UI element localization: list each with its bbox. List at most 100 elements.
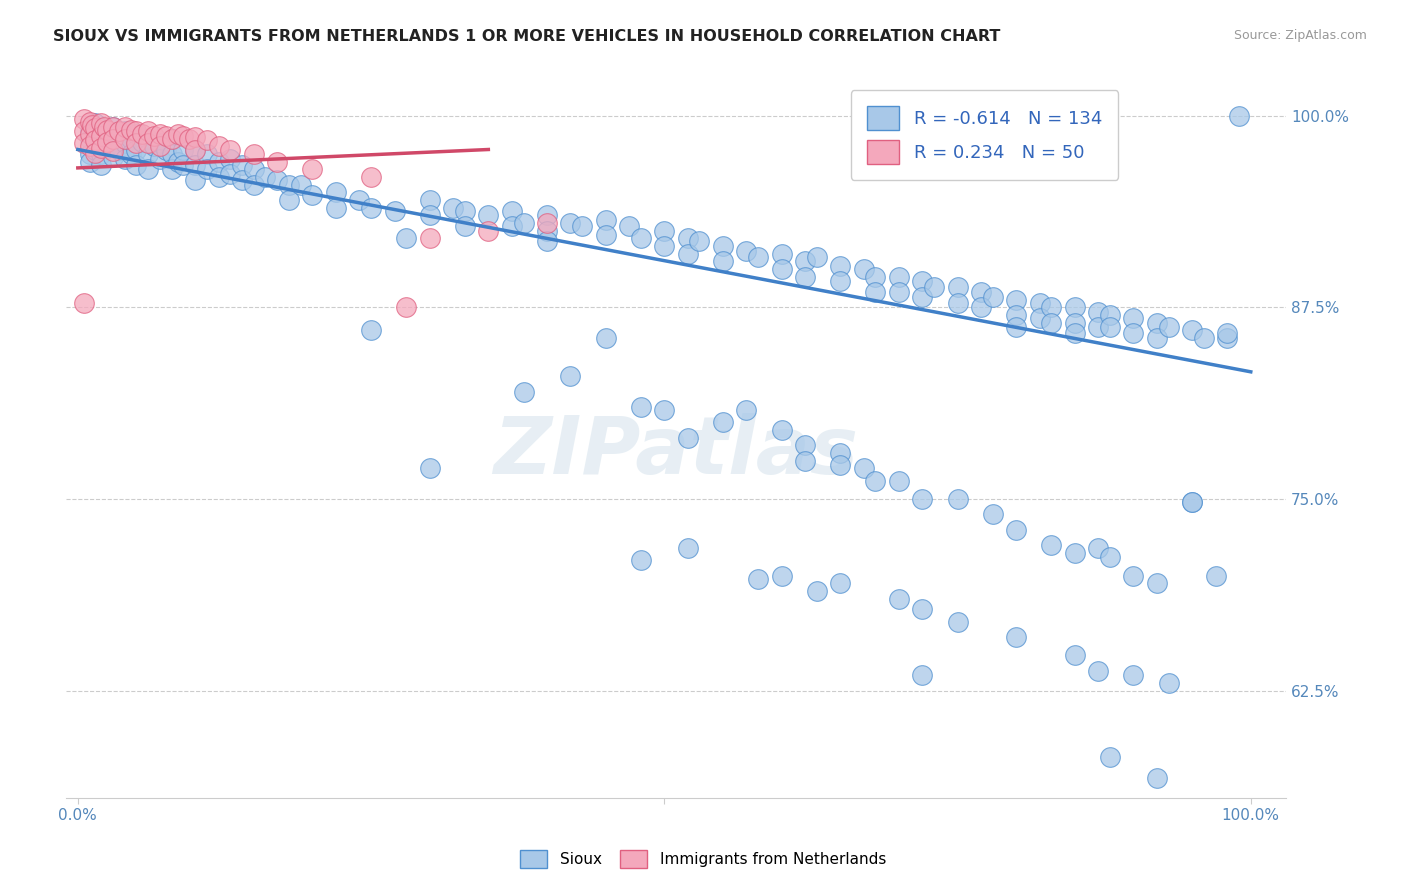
Point xyxy=(93,120,115,134)
Point xyxy=(1122,668,1144,682)
Point xyxy=(1040,301,1063,315)
Point xyxy=(477,209,499,223)
Point xyxy=(1005,293,1028,307)
Point xyxy=(79,147,101,161)
Point xyxy=(90,158,112,172)
Point xyxy=(207,170,229,185)
Point xyxy=(770,246,793,260)
Point xyxy=(946,280,969,294)
Point xyxy=(676,231,699,245)
Point xyxy=(970,285,993,299)
Point xyxy=(90,128,112,143)
Point xyxy=(179,132,201,146)
Point xyxy=(384,203,406,218)
Point xyxy=(1098,308,1121,322)
Point xyxy=(125,158,148,172)
Point xyxy=(360,201,382,215)
Point xyxy=(79,154,101,169)
Point xyxy=(595,228,617,243)
Point xyxy=(79,115,101,129)
Point xyxy=(101,120,124,134)
Point xyxy=(887,591,910,606)
Point xyxy=(131,127,153,141)
Point xyxy=(1181,323,1204,337)
Point xyxy=(290,178,312,192)
Point xyxy=(114,120,136,134)
Point xyxy=(1087,664,1109,678)
Point xyxy=(747,572,769,586)
Point xyxy=(184,158,207,172)
Point xyxy=(1181,495,1204,509)
Point xyxy=(1146,316,1168,330)
Point xyxy=(219,167,242,181)
Point xyxy=(911,274,934,288)
Point xyxy=(136,162,159,177)
Point xyxy=(155,128,177,143)
Point xyxy=(114,136,136,151)
Point xyxy=(254,170,277,185)
Point xyxy=(981,508,1004,522)
Point xyxy=(125,143,148,157)
Point xyxy=(84,121,107,136)
Point xyxy=(830,458,852,473)
Point xyxy=(1098,320,1121,334)
Point xyxy=(79,132,101,146)
Point xyxy=(1005,320,1028,334)
Point xyxy=(830,259,852,273)
Point xyxy=(108,124,131,138)
Point xyxy=(688,235,710,249)
Point xyxy=(1122,326,1144,341)
Point xyxy=(735,244,758,258)
Point xyxy=(219,152,242,166)
Point xyxy=(120,122,142,136)
Point xyxy=(1028,295,1050,310)
Point xyxy=(865,285,887,299)
Point xyxy=(1181,495,1204,509)
Point xyxy=(852,262,875,277)
Point xyxy=(184,130,207,145)
Point xyxy=(806,250,828,264)
Point xyxy=(266,154,288,169)
Point xyxy=(830,274,852,288)
Point xyxy=(571,219,593,234)
Point xyxy=(806,584,828,599)
Point xyxy=(830,446,852,460)
Point xyxy=(84,133,107,147)
Point xyxy=(1005,523,1028,537)
Point xyxy=(195,147,218,161)
Point xyxy=(1227,109,1250,123)
Point xyxy=(770,262,793,277)
Point xyxy=(922,280,945,294)
Point xyxy=(946,615,969,629)
Point xyxy=(120,132,142,146)
Point xyxy=(852,461,875,475)
Point xyxy=(1216,326,1239,341)
Point xyxy=(676,431,699,445)
Point xyxy=(101,150,124,164)
Point xyxy=(84,145,107,160)
Point xyxy=(711,254,734,268)
Point xyxy=(1098,550,1121,565)
Point xyxy=(184,173,207,187)
Point xyxy=(149,139,172,153)
Point xyxy=(501,203,523,218)
Point xyxy=(195,162,218,177)
Point xyxy=(630,400,652,414)
Point xyxy=(454,219,477,234)
Point xyxy=(1087,541,1109,556)
Point xyxy=(1063,648,1085,663)
Point xyxy=(1122,568,1144,582)
Point xyxy=(278,193,301,207)
Point xyxy=(1063,316,1085,330)
Point xyxy=(266,173,288,187)
Point xyxy=(911,668,934,682)
Point xyxy=(1028,311,1050,326)
Point xyxy=(630,231,652,245)
Point xyxy=(125,124,148,138)
Point xyxy=(770,423,793,437)
Point xyxy=(90,116,112,130)
Point xyxy=(1005,630,1028,644)
Point xyxy=(136,136,159,151)
Point xyxy=(981,290,1004,304)
Point xyxy=(946,492,969,507)
